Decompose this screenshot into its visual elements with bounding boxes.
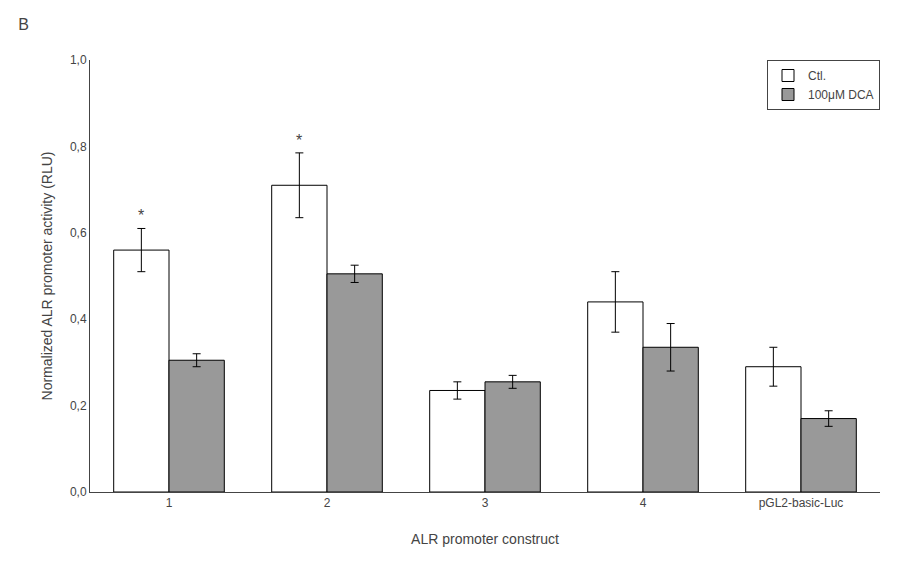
- svg-text:1,0: 1,0: [70, 53, 87, 67]
- svg-text:0,2: 0,2: [70, 399, 87, 413]
- svg-text:0,0: 0,0: [70, 485, 87, 499]
- svg-text:ALR promoter construct: ALR promoter construct: [411, 531, 559, 547]
- svg-text:100μM DCA: 100μM DCA: [808, 88, 874, 102]
- svg-text:4: 4: [640, 496, 647, 510]
- svg-text:Normalized ALR promoter activi: Normalized ALR promoter activity (RLU): [39, 152, 55, 401]
- svg-text:*: *: [296, 132, 302, 149]
- svg-text:3: 3: [482, 496, 489, 510]
- svg-text:*: *: [138, 207, 144, 224]
- svg-text:0,8: 0,8: [70, 140, 87, 154]
- svg-text:B: B: [18, 16, 29, 33]
- svg-text:0,6: 0,6: [70, 226, 87, 240]
- svg-text:2: 2: [324, 496, 331, 510]
- svg-text:pGL2-basic-Luc: pGL2-basic-Luc: [759, 496, 844, 510]
- svg-text:1: 1: [166, 496, 173, 510]
- svg-text:0,4: 0,4: [70, 312, 87, 326]
- svg-text:Ctl.: Ctl.: [808, 69, 826, 83]
